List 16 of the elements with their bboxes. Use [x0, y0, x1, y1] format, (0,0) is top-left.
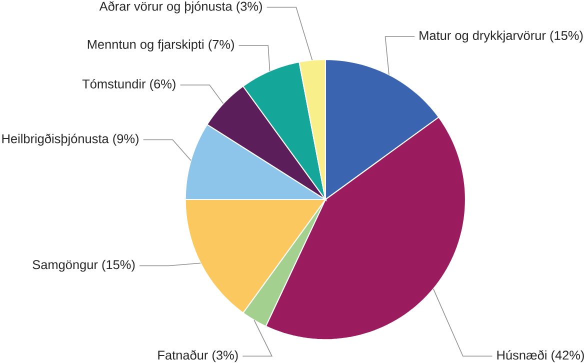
slice-label: Húsnæði	[497, 350, 546, 360]
slice-label: Menntun og fjarskipti	[88, 39, 204, 52]
slice-label: Matur og drykkjarvörur	[420, 30, 546, 42]
slice-label: Heilbrigðisþjónusta	[2, 133, 109, 146]
data-label: (3%)	[236, 1, 262, 14]
slice-label: Tómstundir	[82, 78, 146, 88]
data-label: (7%)	[208, 39, 234, 52]
slice-label: Samgöngur	[32, 260, 98, 272]
slice-label: Fatnaður	[158, 350, 208, 360]
data-label: (15%)	[550, 30, 583, 42]
data-label: (3%)	[212, 350, 238, 362]
data-label: (9%)	[113, 134, 138, 146]
data-label: (15%)	[102, 260, 135, 272]
slice-label: Aðrar vörur og þjónusta	[99, 1, 232, 14]
data-label: (6%)	[150, 78, 176, 91]
data-label: (42%)	[552, 350, 584, 362]
